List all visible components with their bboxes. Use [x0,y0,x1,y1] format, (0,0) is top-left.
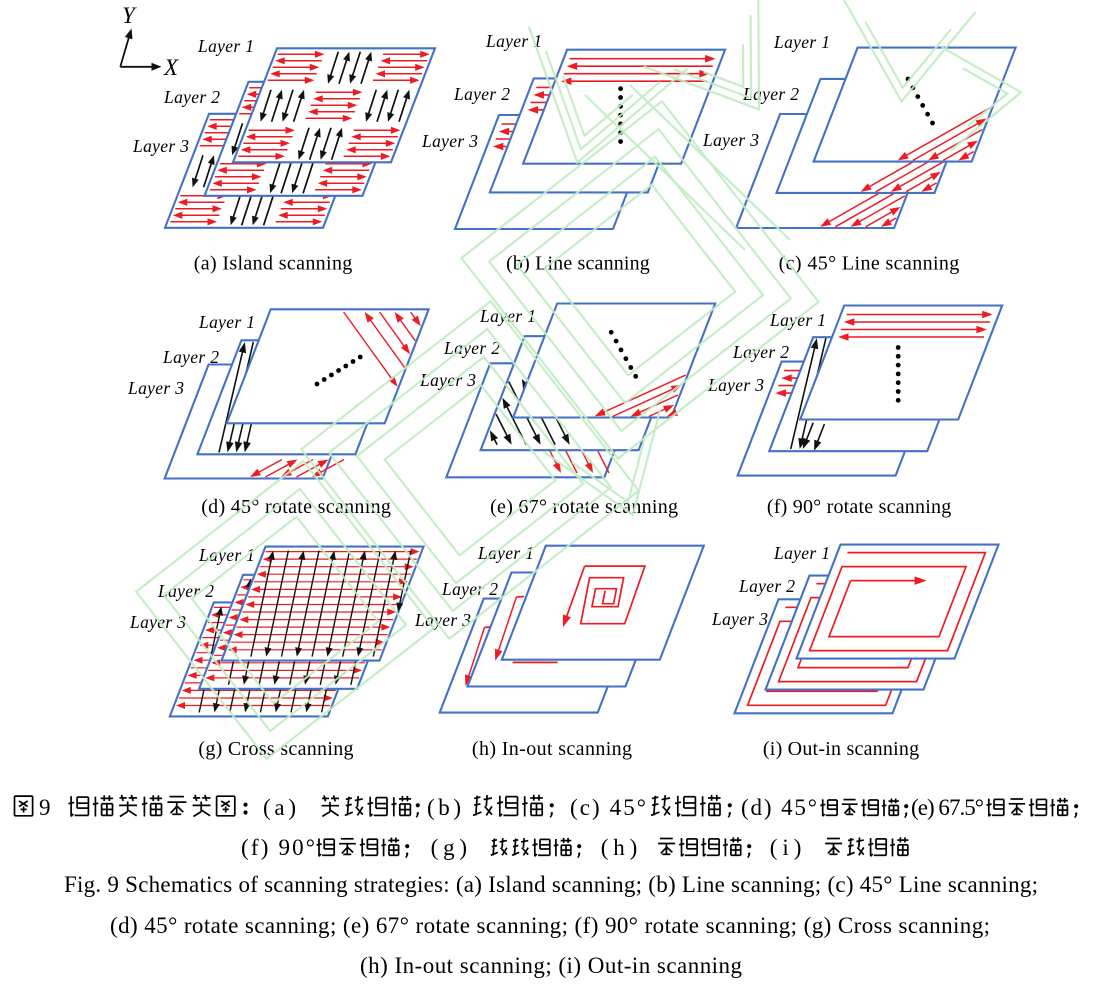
svg-text:Layer 2: Layer 2 [163,87,220,107]
svg-text:(h): (h) [601,835,638,860]
svg-text:Layer 2: Layer 2 [732,342,789,362]
svg-text:Layer 2: Layer 2 [162,347,219,367]
svg-text:Layer 2: Layer 2 [453,84,510,104]
svg-text:Layer 3: Layer 3 [707,375,764,395]
svg-text:Layer 2: Layer 2 [738,576,795,596]
svg-text:Layer 3: Layer 3 [129,612,186,632]
svg-text:(h) In-out scanning: (h) In-out scanning [472,738,632,760]
svg-text:Layer 3: Layer 3 [132,136,189,156]
svg-text:Layer 1: Layer 1 [485,31,542,51]
svg-text:(i) Out-in scanning: (i) Out-in scanning [763,738,919,760]
svg-text:Layer 3: Layer 3 [414,610,471,630]
svg-text:Layer 1: Layer 1 [197,36,254,56]
svg-text:(d) 45° rotate scanning: (d) 45° rotate scanning [201,496,391,518]
svg-text:Layer 3: Layer 3 [702,130,759,150]
svg-text:(d) 45°: (d) 45° [741,795,817,820]
svg-text:Layer 3: Layer 3 [711,609,768,629]
svg-text:(g) Cross scanning: (g) Cross scanning [198,738,353,760]
svg-text:9: 9 [39,795,51,820]
svg-text:(a): (a) [263,795,296,820]
svg-text:(d) 45° rotate scanning; (e) 6: (d) 45° rotate scanning; (e) 67° rotate … [110,913,990,938]
svg-text:(f) 90° rotate scanning: (f) 90° rotate scanning [767,496,951,518]
svg-text:Y: Y [122,3,137,28]
svg-text:(g): (g) [431,835,468,860]
svg-text:(b): (b) [427,795,461,820]
svg-text:(f) 90°: (f) 90° [241,835,315,860]
svg-text:Layer 1: Layer 1 [773,543,830,563]
svg-text:Layer 3: Layer 3 [127,378,184,398]
svg-text:(c) 45° Line scanning: (c) 45° Line scanning [779,253,960,275]
svg-text:Layer 1: Layer 1 [769,310,826,330]
svg-text:Layer 3: Layer 3 [419,370,476,390]
svg-text:Layer 2: Layer 2 [157,581,214,601]
svg-text:(a) Island scanning: (a) Island scanning [194,253,353,275]
svg-text:Layer 2: Layer 2 [742,84,799,104]
svg-text:Layer 1: Layer 1 [198,312,255,332]
svg-text:Layer 1: Layer 1 [773,32,830,52]
svg-text:(h) In-out scanning; (i) Out-i: (h) In-out scanning; (i) Out-in scanning [360,953,743,978]
svg-text:Fig. 9 Schematics of scanning: Fig. 9 Schematics of scanning strategies… [64,872,1038,897]
svg-text:(i): (i) [770,835,802,860]
svg-text:Layer 3: Layer 3 [421,131,478,151]
svg-text:Layer 2: Layer 2 [441,579,498,599]
svg-text:(e) 67.5°: (e) 67.5° [911,795,984,820]
svg-text:(b) Line scanning: (b) Line scanning [506,253,650,275]
svg-text:X: X [163,55,179,80]
